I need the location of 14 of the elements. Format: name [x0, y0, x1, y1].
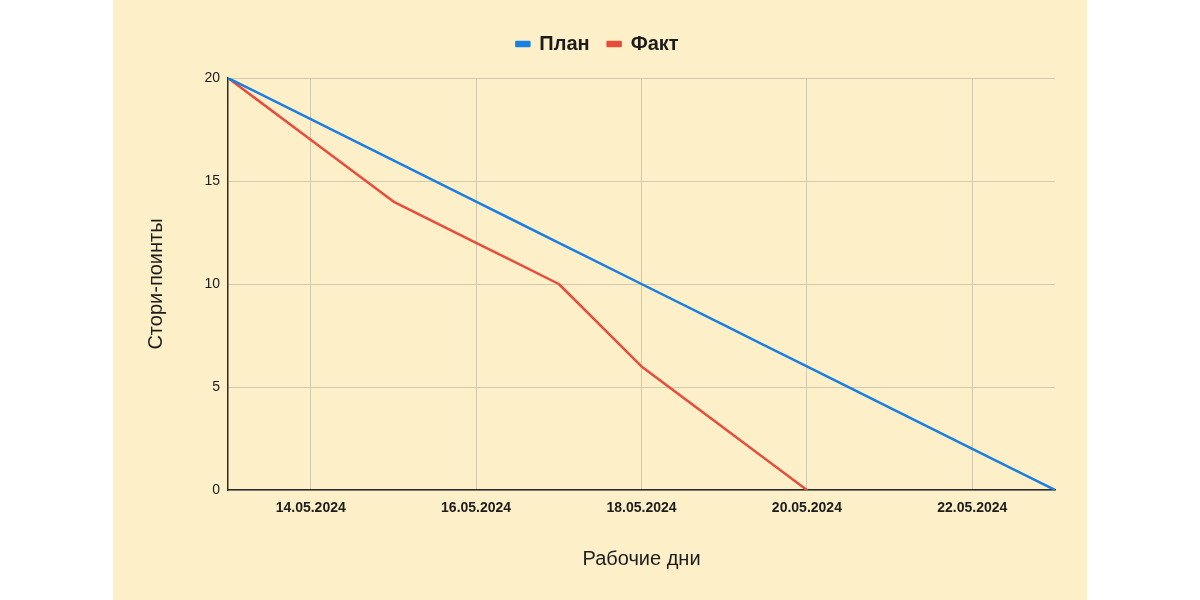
x-tick-label: 14.05.2024 — [275, 499, 346, 516]
y-tick-label: 15 — [204, 171, 221, 188]
y-tick-label: 10 — [204, 274, 221, 291]
y-tick-label: 0 — [212, 480, 221, 497]
x-tick-label: 16.05.2024 — [441, 499, 512, 516]
y-axis-title: Стори-поинты — [143, 218, 166, 350]
y-tick-label: 5 — [212, 377, 221, 394]
legend-label: План — [539, 31, 590, 54]
x-tick-label: 18.05.2024 — [606, 499, 677, 516]
legend-label: Факт — [630, 31, 679, 54]
x-tick-label: 20.05.2024 — [771, 499, 843, 516]
x-tick-label: 22.05.2024 — [937, 499, 1008, 516]
x-axis-title: Рабочие дни — [582, 546, 701, 569]
y-tick-label: 20 — [204, 68, 221, 85]
